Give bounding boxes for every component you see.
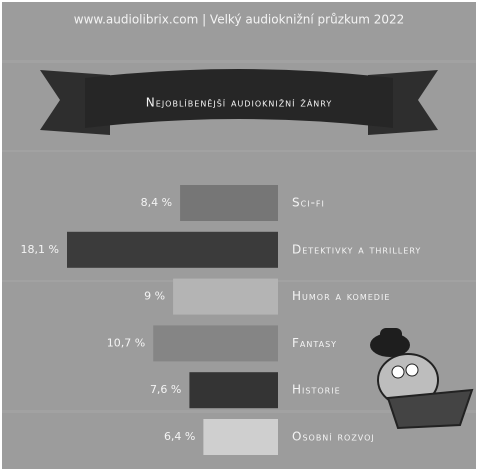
value-label: 18,1 % [21,243,59,256]
bar [173,278,278,315]
value-label: 8,4 % [141,196,172,209]
chart-title: Nejoblíbenější audioknižní žánry [146,96,332,110]
bar [153,325,278,362]
bar [189,372,278,409]
subtitle: www.audiolibrix.com | Velký audioknižní … [74,13,405,27]
category-label: Humor a komedie [292,289,390,303]
value-label: 7,6 % [150,383,181,396]
category-label: Osobní rozvoj [292,430,375,444]
value-label: 10,7 % [107,336,145,349]
bar [67,231,278,268]
value-label: 6,4 % [164,430,195,443]
category-label: Sci-fi [292,196,325,210]
category-label: Detektivky a thrillery [292,242,421,256]
mascot [370,328,474,430]
value-label: 9 % [144,290,165,303]
category-label: Fantasy [292,336,337,350]
category-label: Historie [292,383,341,397]
bar [203,419,278,455]
bar [180,185,278,221]
banner [40,69,438,135]
